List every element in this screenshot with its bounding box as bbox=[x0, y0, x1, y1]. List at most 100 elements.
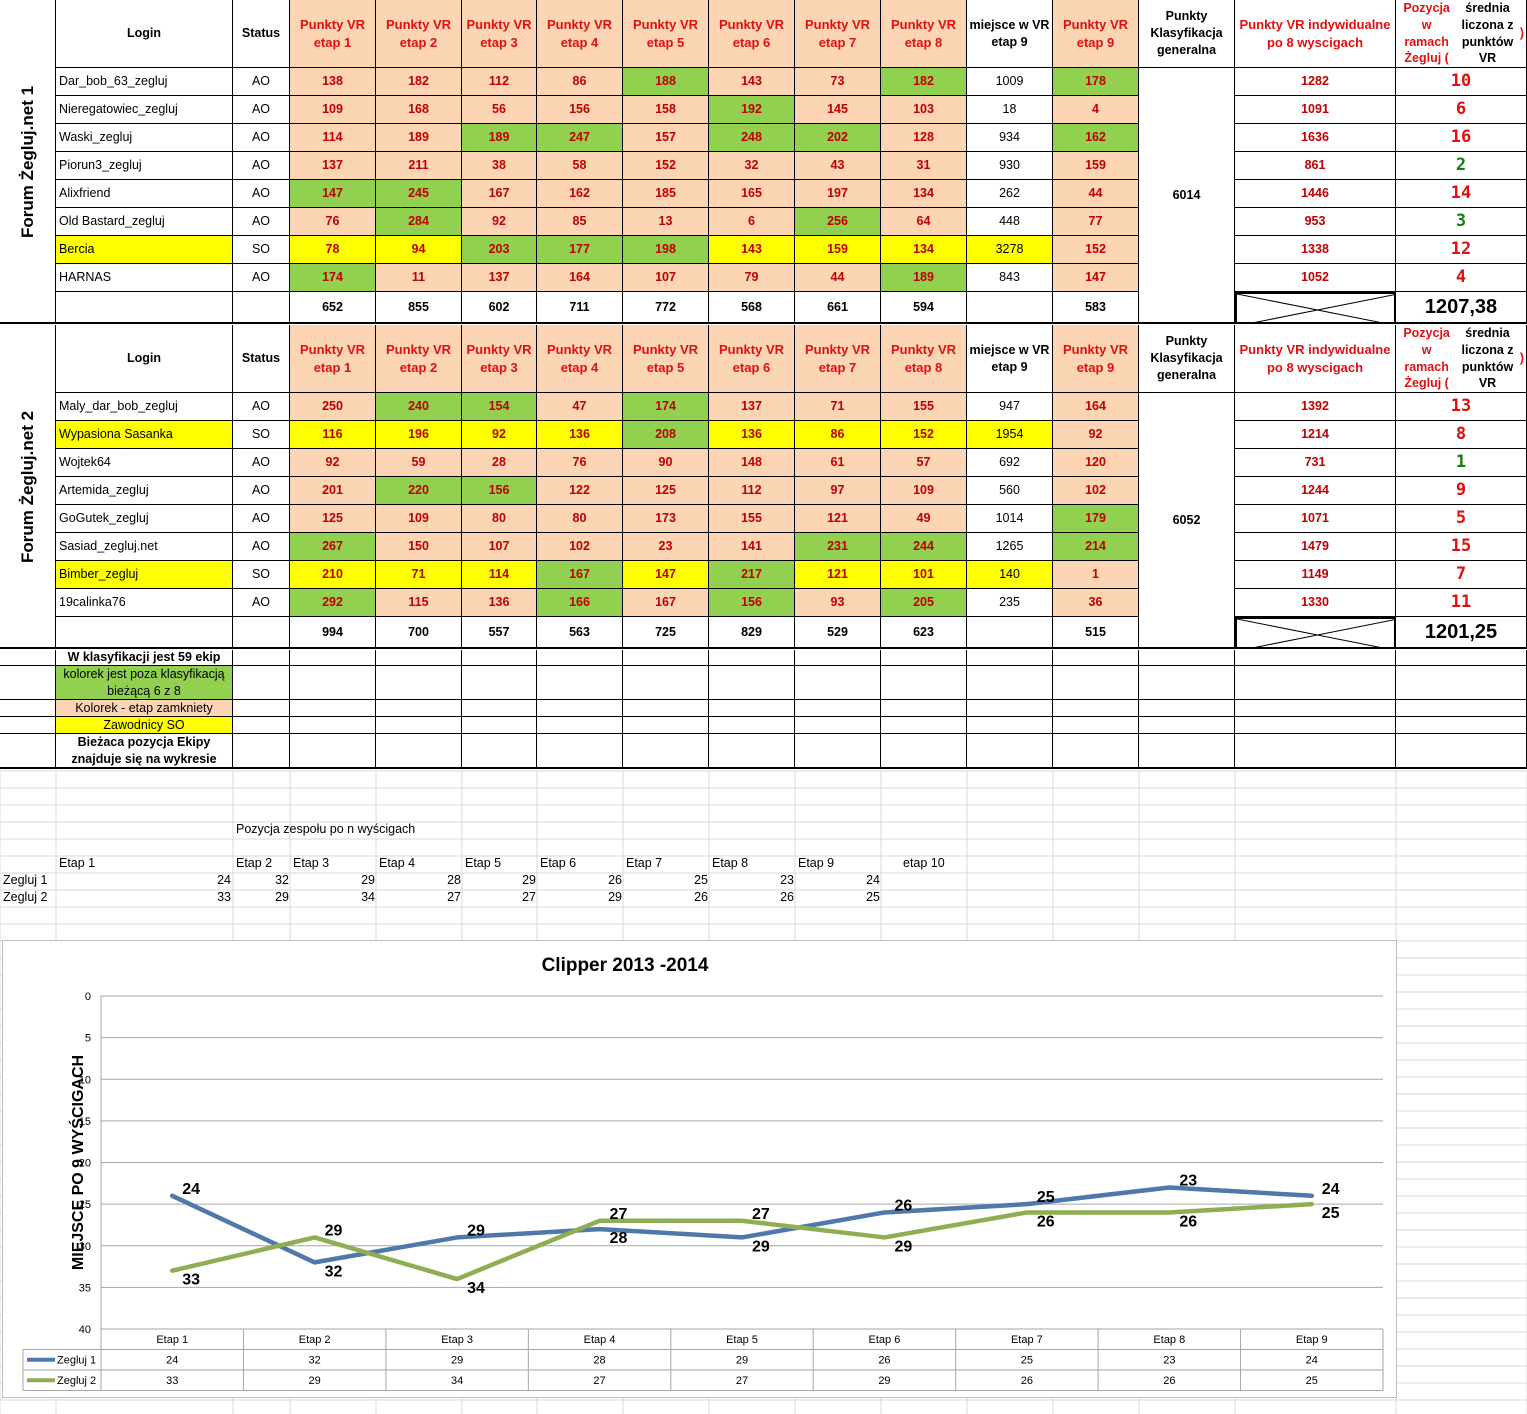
stage-points[interactable]: 116 bbox=[290, 421, 376, 449]
stage-points[interactable]: 145 bbox=[795, 96, 881, 124]
member-status[interactable]: AO bbox=[233, 264, 290, 292]
member-login[interactable]: Wojtek64 bbox=[56, 449, 233, 477]
stage-sum[interactable]: 700 bbox=[376, 617, 462, 649]
stage-points[interactable]: 217 bbox=[709, 561, 795, 589]
stage9-points[interactable]: 152 bbox=[1053, 236, 1139, 264]
stage-points[interactable]: 102 bbox=[537, 533, 623, 561]
header-general-classification[interactable]: Punkty Klasyfikacja generalna bbox=[1139, 325, 1235, 393]
stage-points[interactable]: 208 bbox=[623, 421, 709, 449]
stage-points[interactable]: 78 bbox=[290, 236, 376, 264]
stage-sum[interactable] bbox=[967, 292, 1053, 324]
team-position[interactable]: 15 bbox=[1396, 533, 1527, 561]
stage-points[interactable]: 166 bbox=[537, 589, 623, 617]
stage-sum[interactable]: 623 bbox=[881, 617, 967, 649]
stage-points[interactable]: 101 bbox=[881, 561, 967, 589]
stage-points[interactable]: 167 bbox=[537, 561, 623, 589]
stage-points[interactable]: 162 bbox=[537, 180, 623, 208]
header-login[interactable]: Login bbox=[56, 0, 233, 68]
legend-side-empty[interactable] bbox=[0, 734, 56, 769]
stage-points[interactable]: 174 bbox=[623, 393, 709, 421]
stage-points[interactable]: 141 bbox=[709, 533, 795, 561]
member-login[interactable]: Bimber_zegluj bbox=[56, 561, 233, 589]
empty-cell[interactable] bbox=[1235, 666, 1396, 700]
stage-points[interactable]: 143 bbox=[709, 236, 795, 264]
team-position[interactable]: 12 bbox=[1396, 236, 1527, 264]
stage-points[interactable]: 138 bbox=[290, 68, 376, 96]
stage-points[interactable]: 267 bbox=[290, 533, 376, 561]
team-position[interactable]: 9 bbox=[1396, 477, 1527, 505]
stage9-points[interactable]: 102 bbox=[1053, 477, 1139, 505]
stage-points[interactable]: 154 bbox=[462, 393, 537, 421]
empty-cell[interactable] bbox=[623, 717, 709, 734]
empty-cell[interactable] bbox=[1139, 700, 1235, 717]
member-status[interactable]: AO bbox=[233, 208, 290, 236]
individual-points[interactable]: 1330 bbox=[1235, 589, 1396, 617]
stage-points[interactable]: 188 bbox=[623, 68, 709, 96]
chart-frame[interactable]: Clipper 2013 -2014 0 5 10 15 20 25 30 35 40 MIEJSC… bbox=[2, 940, 1397, 1398]
header-stage-points[interactable]: Punkty VR etap 1 bbox=[290, 0, 376, 68]
legend-side-empty[interactable] bbox=[0, 700, 56, 717]
stage9-points[interactable]: 77 bbox=[1053, 208, 1139, 236]
empty-cell[interactable] bbox=[290, 734, 376, 769]
member-login[interactable]: Piorun3_zegluj bbox=[56, 152, 233, 180]
stage-sum[interactable]: 602 bbox=[462, 292, 537, 324]
empty-cell[interactable] bbox=[290, 650, 376, 666]
member-login[interactable]: HARNAS bbox=[56, 264, 233, 292]
legend-yellow[interactable]: Zawodnicy SO bbox=[56, 717, 233, 734]
team-position[interactable]: 6 bbox=[1396, 96, 1527, 124]
header-stage-points[interactable]: Punkty VR etap 8 bbox=[881, 0, 967, 68]
stage-points[interactable]: 90 bbox=[623, 449, 709, 477]
stage-points[interactable]: 109 bbox=[376, 505, 462, 533]
stage-sum[interactable]: 661 bbox=[795, 292, 881, 324]
empty-cell[interactable] bbox=[967, 734, 1053, 769]
stage-points[interactable]: 57 bbox=[881, 449, 967, 477]
member-status[interactable]: AO bbox=[233, 533, 290, 561]
stage-points[interactable]: 71 bbox=[795, 393, 881, 421]
team-position[interactable]: 13 bbox=[1396, 393, 1527, 421]
stage-points[interactable]: 156 bbox=[462, 477, 537, 505]
place-stage9[interactable]: 235 bbox=[967, 589, 1053, 617]
empty-cell[interactable] bbox=[709, 650, 795, 666]
stage-points[interactable]: 152 bbox=[881, 421, 967, 449]
empty-cell[interactable] bbox=[623, 700, 709, 717]
individual-points[interactable]: 1149 bbox=[1235, 561, 1396, 589]
stage-points[interactable]: 174 bbox=[290, 264, 376, 292]
stage-points[interactable]: 155 bbox=[709, 505, 795, 533]
stage-points[interactable]: 92 bbox=[290, 449, 376, 477]
stage-points[interactable]: 115 bbox=[376, 589, 462, 617]
stage-points[interactable]: 189 bbox=[376, 124, 462, 152]
team-position[interactable]: 10 bbox=[1396, 68, 1527, 96]
stage-points[interactable]: 147 bbox=[290, 180, 376, 208]
empty-cell[interactable] bbox=[967, 666, 1053, 700]
stage-points[interactable]: 80 bbox=[537, 505, 623, 533]
header-stage-points[interactable]: Punkty VR etap 6 bbox=[709, 0, 795, 68]
stage-points[interactable]: 248 bbox=[709, 124, 795, 152]
individual-points[interactable]: 1071 bbox=[1235, 505, 1396, 533]
stage-points[interactable]: 86 bbox=[795, 421, 881, 449]
stage-points[interactable]: 64 bbox=[881, 208, 967, 236]
stage9-points[interactable]: 36 bbox=[1053, 589, 1139, 617]
team-position[interactable]: 2 bbox=[1396, 152, 1527, 180]
member-login[interactable]: Sasiad_zegluj.net bbox=[56, 533, 233, 561]
empty-cell[interactable] bbox=[233, 700, 290, 717]
stage-points[interactable]: 201 bbox=[290, 477, 376, 505]
member-status[interactable]: AO bbox=[233, 180, 290, 208]
legend-position-note[interactable]: Bieżaca pozycja Ekipy znajduje się na wy… bbox=[56, 734, 233, 769]
stage-points[interactable]: 210 bbox=[290, 561, 376, 589]
stage-points[interactable]: 159 bbox=[795, 236, 881, 264]
header-stage-points[interactable]: Punkty VR etap 6 bbox=[709, 325, 795, 393]
legend-side-empty[interactable] bbox=[0, 650, 56, 666]
stage-points[interactable]: 121 bbox=[795, 505, 881, 533]
stage-points[interactable]: 152 bbox=[623, 152, 709, 180]
empty-cell[interactable] bbox=[623, 734, 709, 769]
empty-cell[interactable] bbox=[881, 717, 967, 734]
stage-points[interactable]: 13 bbox=[623, 208, 709, 236]
member-status[interactable]: SO bbox=[233, 421, 290, 449]
empty-cell[interactable] bbox=[1139, 650, 1235, 666]
header-status[interactable]: Status bbox=[233, 325, 290, 393]
empty-cell[interactable] bbox=[623, 666, 709, 700]
empty-cell[interactable] bbox=[967, 700, 1053, 717]
stage-points[interactable]: 56 bbox=[462, 96, 537, 124]
individual-points[interactable]: 1282 bbox=[1235, 68, 1396, 96]
member-login[interactable]: Alixfriend bbox=[56, 180, 233, 208]
